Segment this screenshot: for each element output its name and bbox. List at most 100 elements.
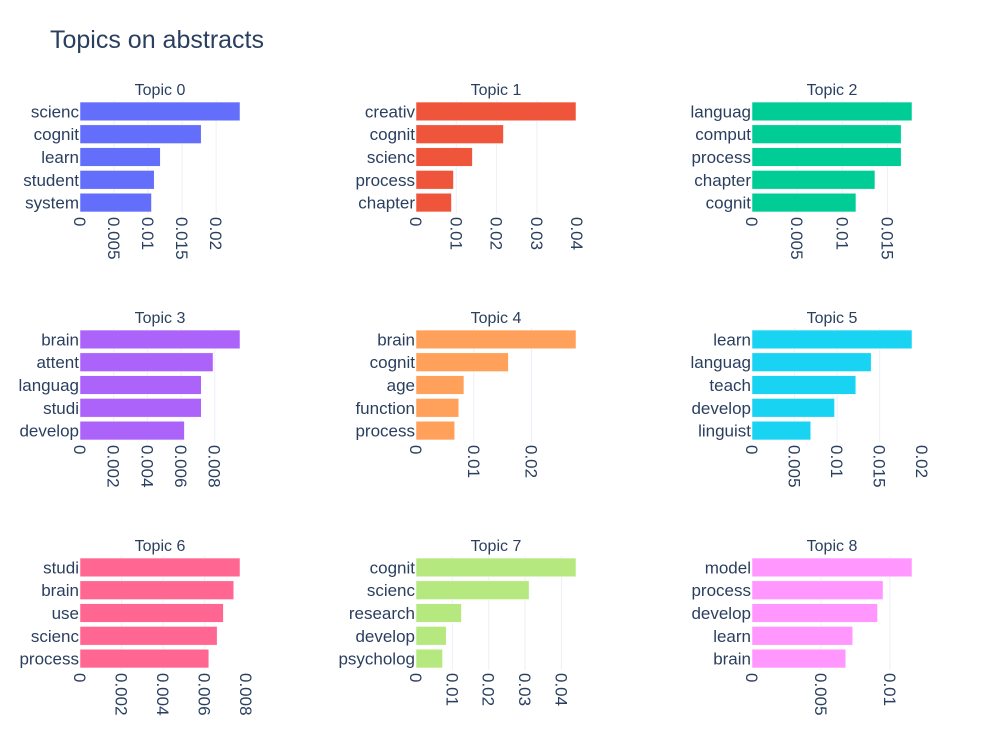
tick-label: 0.005 bbox=[811, 673, 830, 716]
category-label: comput bbox=[695, 125, 751, 144]
bar bbox=[79, 421, 185, 441]
tick-label: 0.008 bbox=[236, 673, 255, 716]
tick-label: 0.006 bbox=[195, 673, 214, 716]
tick-label: 0.01 bbox=[446, 217, 465, 250]
category-label: learn bbox=[41, 148, 79, 167]
bar bbox=[751, 580, 884, 600]
bar bbox=[415, 580, 530, 600]
tick-label: 0.002 bbox=[112, 673, 131, 716]
category-label: chapter bbox=[358, 194, 415, 213]
category-label: process bbox=[19, 650, 79, 669]
subplot-4: Topic 4 brain cognit age function process 0 0.0… bbox=[355, 310, 577, 478]
bar bbox=[415, 101, 577, 121]
bar bbox=[415, 649, 443, 669]
bar bbox=[79, 398, 202, 418]
bar bbox=[751, 557, 913, 577]
bar bbox=[79, 101, 241, 121]
chart-title: Topics on abstracts bbox=[50, 26, 264, 54]
subplot-title: Topic 5 bbox=[807, 310, 858, 327]
tick-label: 0.004 bbox=[137, 445, 156, 488]
category-label: creativ bbox=[365, 102, 416, 121]
tick-label: 0.01 bbox=[880, 673, 899, 706]
subplot-title: Topic 2 bbox=[807, 82, 858, 99]
bar bbox=[79, 557, 241, 577]
tick-label: 0.015 bbox=[172, 217, 191, 260]
tick-label: 0 bbox=[742, 673, 761, 682]
category-label: model bbox=[705, 558, 751, 577]
bar bbox=[751, 398, 835, 418]
tick-label: 0.04 bbox=[567, 217, 586, 250]
tick-label: 0.03 bbox=[527, 217, 546, 250]
bar bbox=[79, 124, 202, 144]
bar bbox=[415, 398, 459, 418]
subplot-0: Topic 0 scienc cognit learn student system 0 0.… bbox=[23, 82, 241, 260]
category-label: cognit bbox=[370, 558, 416, 577]
subplot-title: Topic 4 bbox=[471, 310, 522, 327]
category-label: brain bbox=[377, 330, 415, 349]
bar bbox=[415, 352, 509, 372]
tick-label: 0.01 bbox=[832, 217, 851, 250]
tick-label: 0.01 bbox=[442, 673, 461, 706]
category-label: learn bbox=[713, 627, 751, 646]
category-label: studi bbox=[43, 399, 79, 418]
category-label: use bbox=[52, 604, 79, 623]
tick-label: 0 bbox=[70, 217, 89, 226]
category-label: process bbox=[355, 422, 415, 441]
subplot-title: Topic 0 bbox=[135, 82, 186, 99]
category-label: teach bbox=[709, 376, 751, 395]
subplot-3: Topic 3 brain attent languag studi develop 0 0.… bbox=[18, 310, 241, 488]
bar bbox=[751, 375, 857, 395]
tick-label: 0.02 bbox=[479, 673, 498, 706]
category-label: attent bbox=[36, 353, 79, 372]
bar bbox=[751, 193, 857, 213]
tick-label: 0.02 bbox=[487, 217, 506, 250]
bar bbox=[751, 352, 872, 372]
category-label: scienc bbox=[31, 102, 80, 121]
category-label: process bbox=[691, 148, 751, 167]
category-label: cognit bbox=[370, 125, 416, 144]
tick-label: 0.005 bbox=[785, 445, 804, 488]
tick-label: 0.02 bbox=[522, 445, 541, 478]
tick-label: 0.01 bbox=[138, 217, 157, 250]
subplot-5: Topic 5 learn languag teach develop linguist 0… bbox=[690, 310, 931, 488]
category-label: cognit bbox=[706, 194, 752, 213]
category-label: process bbox=[691, 581, 751, 600]
subplot-2: Topic 2 languag comput process chapter cognit… bbox=[690, 82, 913, 260]
category-label: cognit bbox=[34, 125, 80, 144]
category-label: languag bbox=[18, 376, 79, 395]
category-label: chapter bbox=[694, 171, 751, 190]
category-label: learn bbox=[713, 330, 751, 349]
tick-label: 0.02 bbox=[206, 217, 225, 250]
bar bbox=[415, 124, 504, 144]
tick-label: 0 bbox=[406, 673, 425, 682]
bar bbox=[751, 147, 902, 167]
bar bbox=[751, 170, 876, 190]
subplot-title: Topic 8 bbox=[807, 538, 858, 555]
subplot-7: Topic 7 cognit scienc research develop psycho… bbox=[338, 538, 577, 706]
tick-label: 0 bbox=[406, 217, 425, 226]
category-label: scienc bbox=[31, 627, 80, 646]
bar bbox=[79, 147, 161, 167]
category-label: system bbox=[25, 194, 79, 213]
tick-label: 0 bbox=[70, 673, 89, 682]
tick-label: 0 bbox=[742, 217, 761, 226]
bar bbox=[751, 421, 811, 441]
tick-label: 0.004 bbox=[153, 673, 172, 716]
bar bbox=[751, 101, 913, 121]
bar bbox=[415, 193, 452, 213]
subplot-title: Topic 6 bbox=[135, 538, 186, 555]
bar bbox=[79, 329, 241, 349]
tick-label: 0 bbox=[742, 445, 761, 454]
bar bbox=[415, 170, 454, 190]
tick-label: 0.015 bbox=[878, 217, 897, 260]
bar bbox=[415, 557, 577, 577]
category-label: brain bbox=[41, 581, 79, 600]
bar bbox=[79, 603, 224, 623]
category-label: research bbox=[349, 604, 415, 623]
bar bbox=[751, 124, 902, 144]
tick-label: 0.005 bbox=[787, 217, 806, 260]
bar bbox=[415, 147, 473, 167]
bar bbox=[751, 626, 853, 646]
category-label: function bbox=[355, 399, 415, 418]
